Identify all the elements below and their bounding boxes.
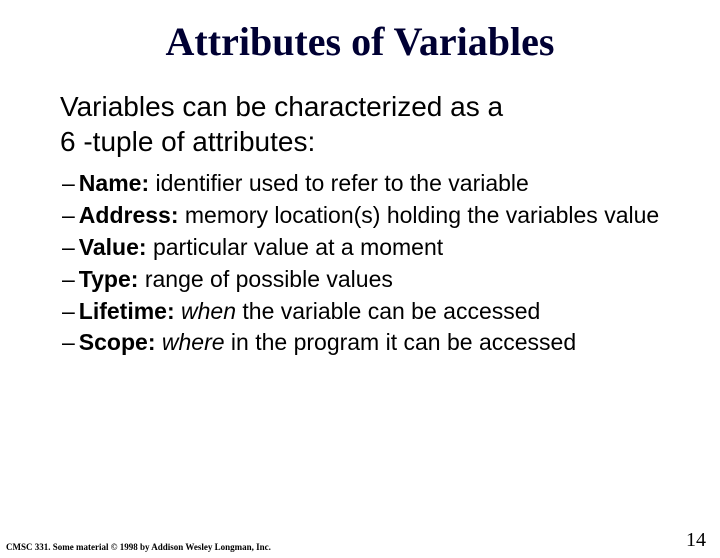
list-item: – Lifetime: when the variable can be acc… [62,297,660,327]
bullet-rest: identifier used to refer to the variable [149,170,529,196]
list-item: – Name: identifier used to refer to the … [62,169,660,199]
bullet-label: Name: [79,170,149,196]
list-item: – Value: particular value at a moment [62,233,660,263]
bullet-label: Scope: [79,329,156,355]
bullet-label: Address: [79,202,179,228]
bullet-rest: the variable can be accessed [236,298,540,324]
bullet-text: Address: memory location(s) holding the … [79,201,660,231]
dash-icon: – [62,265,79,295]
bullet-text: Type: range of possible values [79,265,660,295]
list-item: – Address: memory location(s) holding th… [62,201,660,231]
slide-title: Attributes of Variables [0,18,720,65]
footer-credit: CMSC 331. Some material © 1998 by Addiso… [6,542,271,552]
slide: Attributes of Variables Variables can be… [0,18,720,558]
bullet-text: Scope: where in the program it can be ac… [79,328,660,358]
bullet-rest: in the program it can be accessed [225,329,577,355]
bullet-italic: where [162,329,225,355]
bullet-list: – Name: identifier used to refer to the … [62,169,660,358]
dash-icon: – [62,328,79,358]
bullet-label: Lifetime: [79,298,175,324]
list-item: – Type: range of possible values [62,265,660,295]
intro-line-2: 6 -tuple of attributes: [60,126,315,157]
bullet-label: Type: [79,266,139,292]
intro-text: Variables can be characterized as a 6 -t… [60,89,660,159]
bullet-rest: particular value at a moment [147,234,444,260]
dash-icon: – [62,169,79,199]
dash-icon: – [62,201,79,231]
bullet-label: Value: [79,234,147,260]
dash-icon: – [62,233,79,263]
dash-icon: – [62,297,79,327]
bullet-text: Lifetime: when the variable can be acces… [79,297,660,327]
intro-line-1: Variables can be characterized as a [60,91,503,122]
bullet-text: Name: identifier used to refer to the va… [79,169,660,199]
list-item: – Scope: where in the program it can be … [62,328,660,358]
bullet-rest: range of possible values [138,266,392,292]
bullet-rest: memory location(s) holding the variables… [179,202,660,228]
bullet-text: Value: particular value at a moment [79,233,660,263]
page-number: 14 [686,529,706,552]
bullet-italic: when [181,298,236,324]
